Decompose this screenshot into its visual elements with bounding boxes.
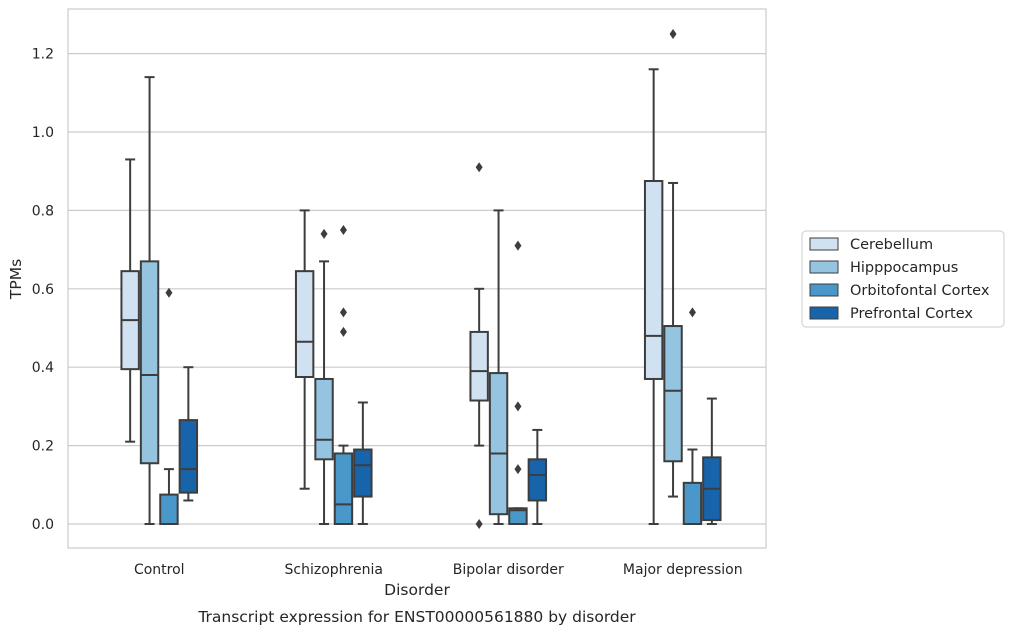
- box-prefrontal-cortex: [353, 401, 373, 525]
- box-iqr: [159, 493, 179, 526]
- legend-swatch: [809, 237, 839, 251]
- y-tick-label: 1.2: [32, 47, 54, 63]
- box-cerebellum: [469, 162, 489, 529]
- y-tick-label: 0.2: [32, 439, 54, 455]
- legend-swatch: [809, 260, 839, 274]
- chart-title: Transcript expression for ENST0000056188…: [197, 608, 636, 626]
- box-iqr: [178, 419, 199, 494]
- outlier-point: [339, 326, 347, 337]
- legend-label: Prefrontal Cortex: [850, 306, 973, 322]
- box-iqr: [469, 330, 489, 402]
- y-tick-label: 0.6: [32, 282, 54, 298]
- x-tick-label: Bipolar disorder: [453, 562, 564, 578]
- box-prefrontal-cortex: [178, 366, 199, 502]
- legend-frame: [801, 230, 1005, 328]
- outlier-point: [320, 228, 328, 239]
- legend-swatch: [809, 283, 839, 297]
- outlier-point: [514, 401, 522, 412]
- box-iqr: [333, 452, 354, 525]
- box-orbitofontal-cortex: [508, 240, 528, 526]
- box-iqr: [663, 325, 683, 463]
- box-iqr: [294, 270, 315, 378]
- box-iqr: [353, 448, 373, 498]
- box-orbitofontal-cortex: [159, 287, 179, 526]
- outlier-point: [339, 225, 347, 235]
- outlier-point: [688, 307, 696, 318]
- plot-frame: [67, 8, 767, 549]
- box-iqr: [682, 481, 703, 525]
- outlier-point: [514, 240, 522, 251]
- outlier-point: [669, 29, 677, 39]
- y-tick-label: 0.4: [32, 360, 54, 376]
- box-iqr: [314, 377, 334, 461]
- y-tick-label: 0.0: [32, 517, 54, 533]
- box-cerebellum: [120, 158, 140, 443]
- box-iqr: [643, 180, 664, 380]
- legend-label: Cerebellum: [850, 237, 933, 253]
- y-tick-label: 0.8: [32, 203, 54, 219]
- box-orbitofontal-cortex: [682, 307, 703, 525]
- legend-swatch: [809, 306, 839, 320]
- outlier-point: [475, 162, 483, 173]
- boxes: [120, 29, 722, 529]
- box-hipppocampus: [139, 76, 160, 525]
- legend-label: Orbitofontal Cortex: [850, 283, 990, 299]
- outlier-point: [165, 287, 173, 298]
- legend-label: Hipppocampus: [850, 260, 958, 276]
- outlier-point: [339, 307, 347, 318]
- box-iqr: [488, 372, 509, 516]
- box-orbitofontal-cortex: [333, 225, 354, 525]
- outlier-point: [514, 464, 522, 475]
- x-tick-label: Control: [134, 562, 185, 578]
- x-tick-label: Schizophrenia: [285, 562, 383, 578]
- box-iqr: [139, 260, 160, 465]
- x-tick-label: Major depression: [623, 562, 743, 578]
- box-prefrontal-cortex: [527, 428, 548, 525]
- x-axis-ticks: Control Schizophrenia Bipolar disorder Majo…: [134, 562, 743, 578]
- box-cerebellum: [643, 68, 664, 525]
- box-hipppocampus: [488, 209, 509, 525]
- box-iqr: [508, 507, 528, 526]
- outlier-point: [475, 519, 483, 529]
- box-hipppocampus: [663, 29, 683, 498]
- y-tick-label: 1.0: [32, 125, 54, 141]
- box-iqr: [527, 458, 548, 502]
- box-prefrontal-cortex: [702, 397, 722, 525]
- y-axis-label: TPMs: [7, 259, 25, 300]
- legend: Cerebellum Hipppocampus Orbitofontal Corte…: [801, 230, 1005, 328]
- y-axis-ticks: 0.0 0.2 0.4 0.6 0.8 1.0 1.2: [32, 47, 54, 533]
- box-hipppocampus: [314, 228, 334, 525]
- box-cerebellum: [294, 209, 315, 490]
- x-axis-label: Disorder: [384, 581, 450, 599]
